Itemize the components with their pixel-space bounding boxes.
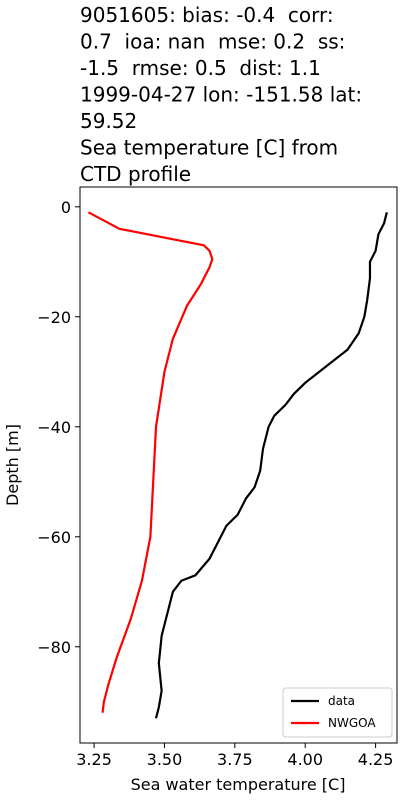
y-tick-label: −40	[37, 418, 71, 437]
chart-title: 59.52	[80, 109, 137, 133]
chart-title: Sea temperature [C] from	[80, 136, 338, 160]
x-tick-label: 3.75	[217, 750, 253, 769]
x-axis-label: Sea water temperature [C]	[131, 775, 346, 794]
data-line	[87, 211, 214, 713]
chart-title: -1.5 rmse: 0.5 dist: 1.1	[80, 56, 321, 80]
x-tick-label: 3.25	[76, 750, 112, 769]
axes-frame	[79, 186, 398, 744]
y-tick-label: 0	[61, 198, 71, 217]
legend-label: data	[328, 694, 355, 708]
data-line	[154, 212, 388, 719]
y-tick-label: −80	[37, 638, 71, 657]
chart-title: 0.7 ioa: nan mse: 0.2 ss:	[80, 30, 345, 54]
y-tick-label: −60	[37, 528, 71, 547]
x-tick-label: 4.00	[287, 750, 323, 769]
x-tick-label: 4.25	[358, 750, 394, 769]
x-tick-label: 3.50	[147, 750, 183, 769]
legend-label: NWGOA	[328, 716, 376, 730]
chart-title: 9051605: bias: -0.4 corr:	[80, 3, 334, 27]
y-tick-label: −20	[37, 308, 71, 327]
chart-title: CTD profile	[80, 162, 191, 186]
y-axis-label: Depth [m]	[3, 424, 22, 506]
chart-title: 1999-04-27 lon: -151.58 lat:	[80, 83, 362, 107]
